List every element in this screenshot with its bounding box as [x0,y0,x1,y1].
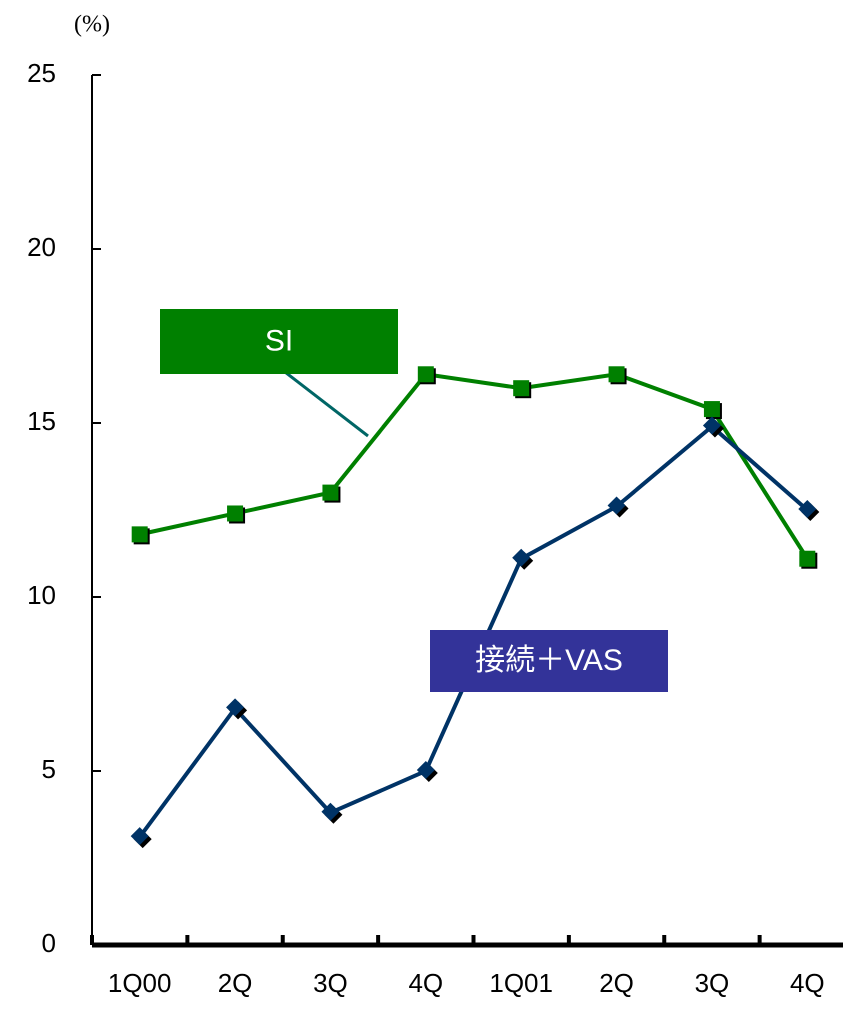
x-tick-label: 3Q [695,968,730,998]
marker [798,500,817,518]
y-tick-label: 0 [42,928,56,958]
y-tick-label: 25 [27,58,56,88]
y-tick-label: 5 [42,754,56,784]
y-tick-label: 15 [27,406,56,436]
marker [703,401,720,418]
leader-line [284,370,369,438]
marker [416,761,435,779]
marker [513,380,530,397]
marker [130,827,149,846]
x-tick-label: 2Q [599,968,634,998]
series-label-box [160,309,398,374]
series-label: 接続＋VAS [475,644,623,677]
series-line [139,372,809,560]
marker [702,416,721,435]
marker [321,802,340,821]
marker [799,550,816,567]
marker [417,366,434,383]
unit-label: (%) [74,12,110,38]
x-tick-label: 4Q [790,968,825,998]
x-tick-label: 1Q01 [489,968,553,998]
marker [607,496,626,515]
marker [226,698,245,717]
marker [227,505,244,522]
marker [512,548,531,567]
series-label: SI [265,324,293,357]
marker [131,526,148,543]
series-label-box [430,630,668,692]
y-tick-label: 10 [27,580,56,610]
y-tick-label: 20 [27,232,56,262]
marker [322,484,339,501]
x-tick-label: 1Q00 [108,968,172,998]
x-tick-label: 4Q [408,968,443,998]
x-tick-label: 3Q [313,968,348,998]
marker [608,366,625,383]
x-tick-label: 2Q [218,968,253,998]
